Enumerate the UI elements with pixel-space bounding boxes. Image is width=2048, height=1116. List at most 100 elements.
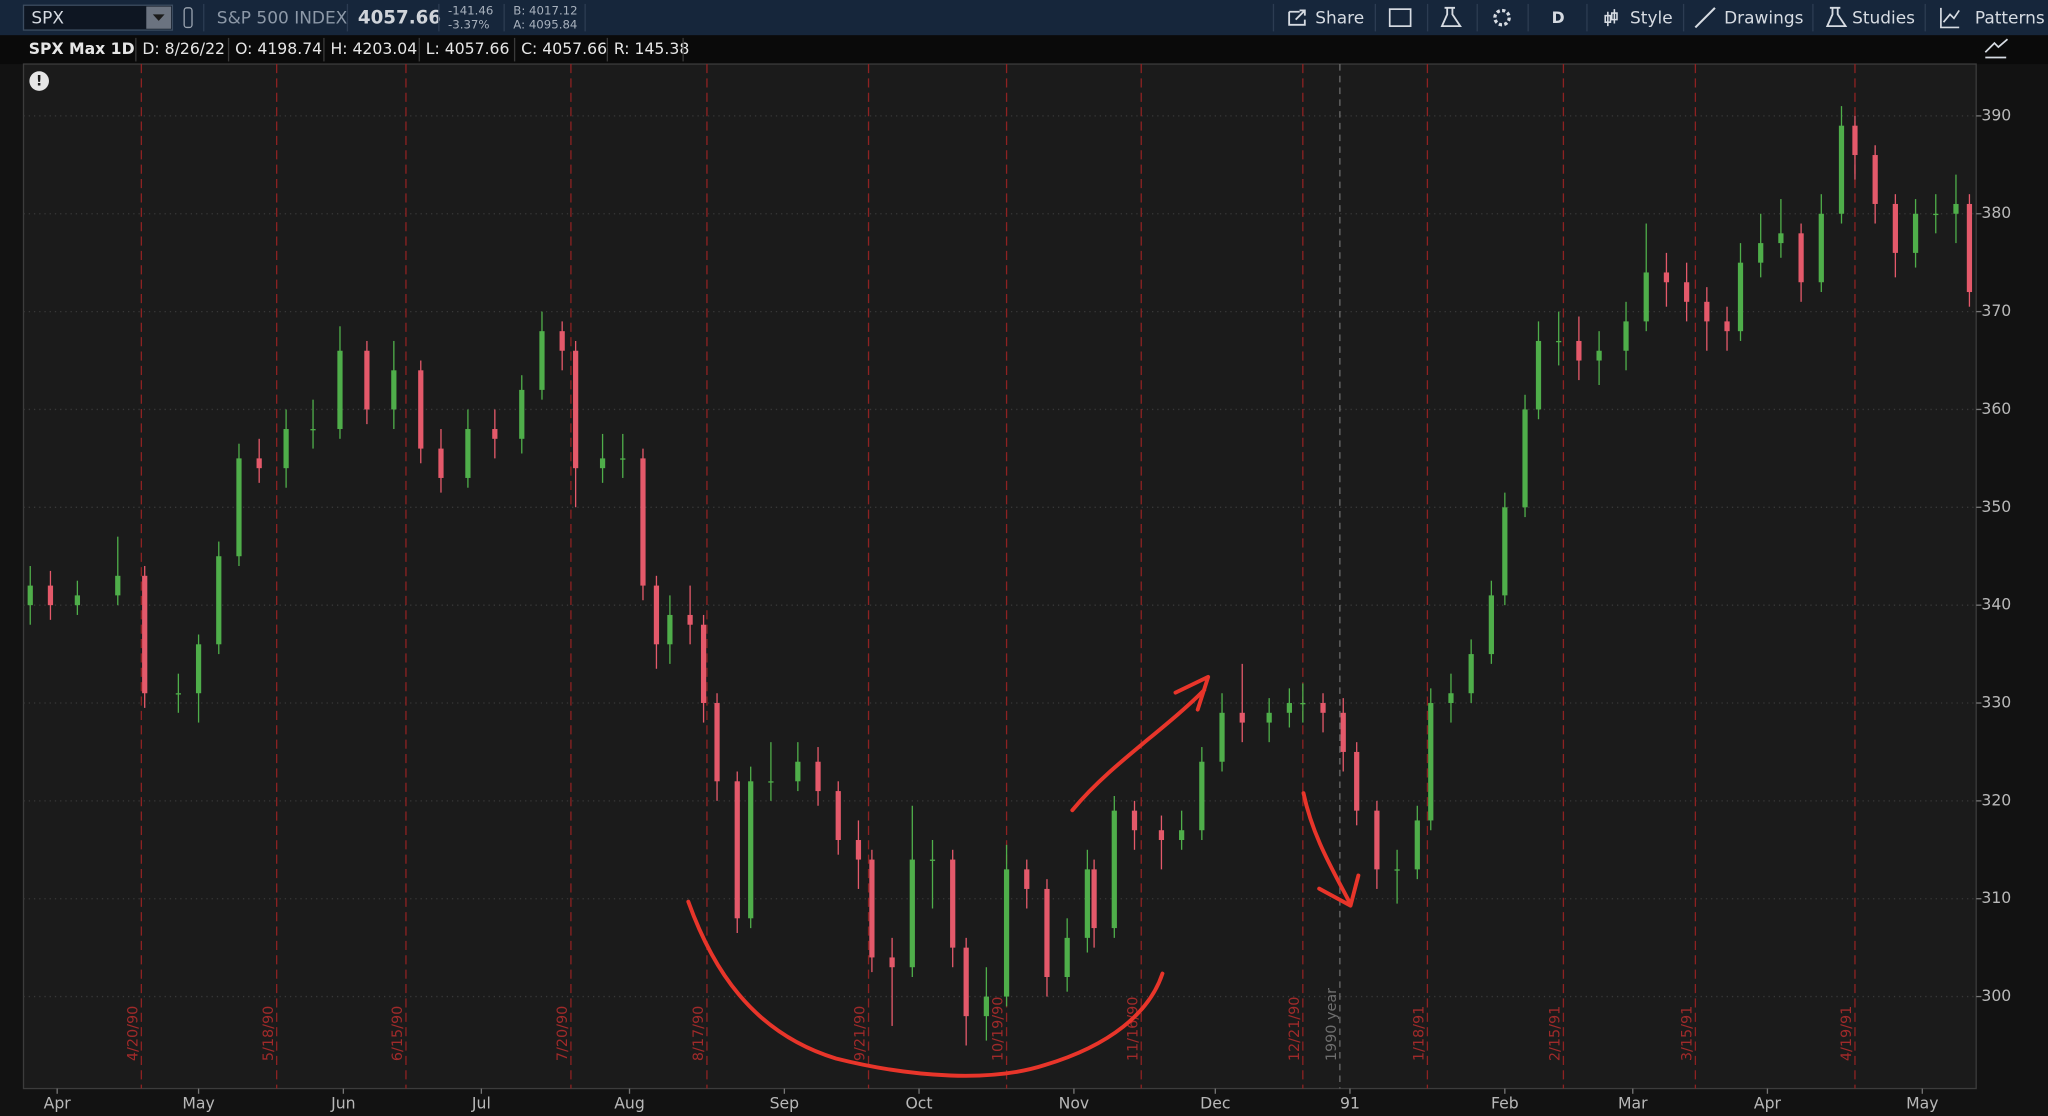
news-icon[interactable]: [1388, 8, 1412, 27]
info-field: O: 4198.74: [235, 39, 322, 58]
candle-body: [1966, 203, 1973, 293]
x-tick-label: 91: [1340, 1094, 1360, 1113]
candle-body: [599, 458, 606, 469]
candle-body: [1239, 712, 1245, 723]
period-button[interactable]: D: [1552, 8, 1565, 27]
candle-body: [195, 644, 202, 694]
studies-button[interactable]: Studies: [1852, 8, 1915, 28]
candle-body: [714, 703, 720, 782]
candle-body: [465, 429, 471, 478]
annotations: [686, 674, 1361, 1078]
symbol[interactable]: SPX: [31, 8, 64, 28]
candle-body: [115, 575, 121, 596]
drawings-button[interactable]: Drawings: [1724, 8, 1804, 28]
share-icon[interactable]: [1288, 9, 1306, 26]
candle-body: [175, 693, 181, 695]
bid: B: 4017.12: [513, 4, 577, 18]
candle-body: [1502, 507, 1508, 596]
candle-body: [855, 840, 862, 860]
event-label: 4/20/90: [126, 1006, 142, 1061]
net-change: -141.46: [448, 4, 493, 18]
candle-body: [1024, 869, 1030, 889]
candle-body: [391, 370, 397, 410]
candle-body: [687, 614, 693, 625]
x-tick-label: Oct: [906, 1094, 933, 1113]
candle-body: [1064, 937, 1070, 978]
flask-icon[interactable]: [1440, 6, 1462, 28]
candle-body: [492, 429, 498, 439]
info-bar: [0, 35, 2048, 65]
x-tick-label: May: [1906, 1094, 1938, 1113]
candle-body: [47, 585, 54, 606]
event-label: 7/20/90: [555, 1006, 571, 1061]
info-fields: D: 8/26/22 O: 4198.74 H: 4203.04 L: 4057.66…: [135, 37, 689, 62]
studies-icon[interactable]: [1825, 6, 1848, 28]
annotation-arrow-down: [1301, 791, 1361, 908]
y-tick-label: 320: [1981, 790, 2011, 809]
event-label: 11/16/90: [1125, 997, 1141, 1062]
candle-body: [1852, 125, 1858, 156]
candle-body: [1091, 869, 1097, 929]
candle-body: [1414, 820, 1420, 870]
candle-body: [1219, 712, 1225, 762]
candle-body: [929, 859, 936, 861]
style-button[interactable]: Style: [1630, 8, 1673, 28]
percent-change: -3.37%: [448, 17, 490, 31]
candle-body: [1428, 703, 1434, 821]
x-tick-label: Feb: [1491, 1094, 1519, 1113]
event-label: 10/19/90: [991, 997, 1007, 1062]
share-button[interactable]: Share: [1315, 8, 1364, 28]
candle-body: [700, 624, 707, 704]
candle-body: [1704, 301, 1710, 322]
candle-body: [1199, 761, 1205, 831]
candle-body: [768, 781, 774, 783]
candle-body: [640, 458, 646, 586]
x-tick-label: Apr: [44, 1094, 72, 1113]
candle-body: [889, 957, 895, 968]
year-label: 1990 year: [1324, 988, 1340, 1061]
candle-body: [734, 781, 740, 919]
candle-body: [539, 331, 545, 390]
candle-body: [1576, 340, 1582, 361]
candle-body: [835, 791, 841, 841]
link-icon[interactable]: [183, 7, 193, 29]
info-field: L: 4057.66: [426, 39, 510, 58]
candle-body: [815, 761, 821, 792]
patterns-icon[interactable]: [1940, 7, 1960, 29]
x-tick-label: Apr: [1754, 1094, 1782, 1113]
candle-body: [573, 350, 579, 469]
drawings-icon[interactable]: [1694, 7, 1716, 29]
chart-label: SPX Max 1D: [29, 39, 135, 58]
candle-body: [1131, 810, 1138, 831]
candle-body: [1724, 321, 1730, 332]
candle-body: [1778, 233, 1784, 244]
chart: 300 310 320 330 340 350 360 370 380 390 Apr May Jun J…: [23, 64, 2011, 1113]
y-tick-label: 300: [1981, 986, 2011, 1005]
y-tick-label: 380: [1981, 203, 2011, 222]
candle-body: [1158, 830, 1165, 841]
chart-tools-icon[interactable]: [1984, 38, 2009, 59]
candle-body: [1643, 272, 1649, 322]
patterns-button[interactable]: Patterns: [1975, 8, 2045, 28]
candle-body: [1838, 125, 1845, 214]
candle-body: [1320, 703, 1326, 713]
info-field: R: 145.38: [614, 39, 689, 58]
candle-body: [1286, 703, 1292, 713]
event-label: 9/21/90: [853, 1006, 869, 1061]
symbol-box[interactable]: SPX: [22, 4, 174, 31]
candle-body: [1522, 409, 1528, 508]
alert-icon[interactable]: [29, 71, 49, 91]
event-label: 8/17/90: [691, 1006, 707, 1061]
candle-body: [236, 458, 242, 557]
info-field: H: 4203.04: [330, 39, 417, 58]
candle-body: [256, 458, 262, 469]
y-tick-label: 330: [1981, 693, 2011, 712]
candle-body: [1892, 203, 1898, 253]
candle-body: [1798, 233, 1804, 283]
candle-body: [1179, 830, 1185, 841]
candle-body: [1596, 350, 1602, 361]
event-label: 3/15/91: [1680, 1006, 1696, 1061]
style-icon[interactable]: [1604, 9, 1618, 27]
